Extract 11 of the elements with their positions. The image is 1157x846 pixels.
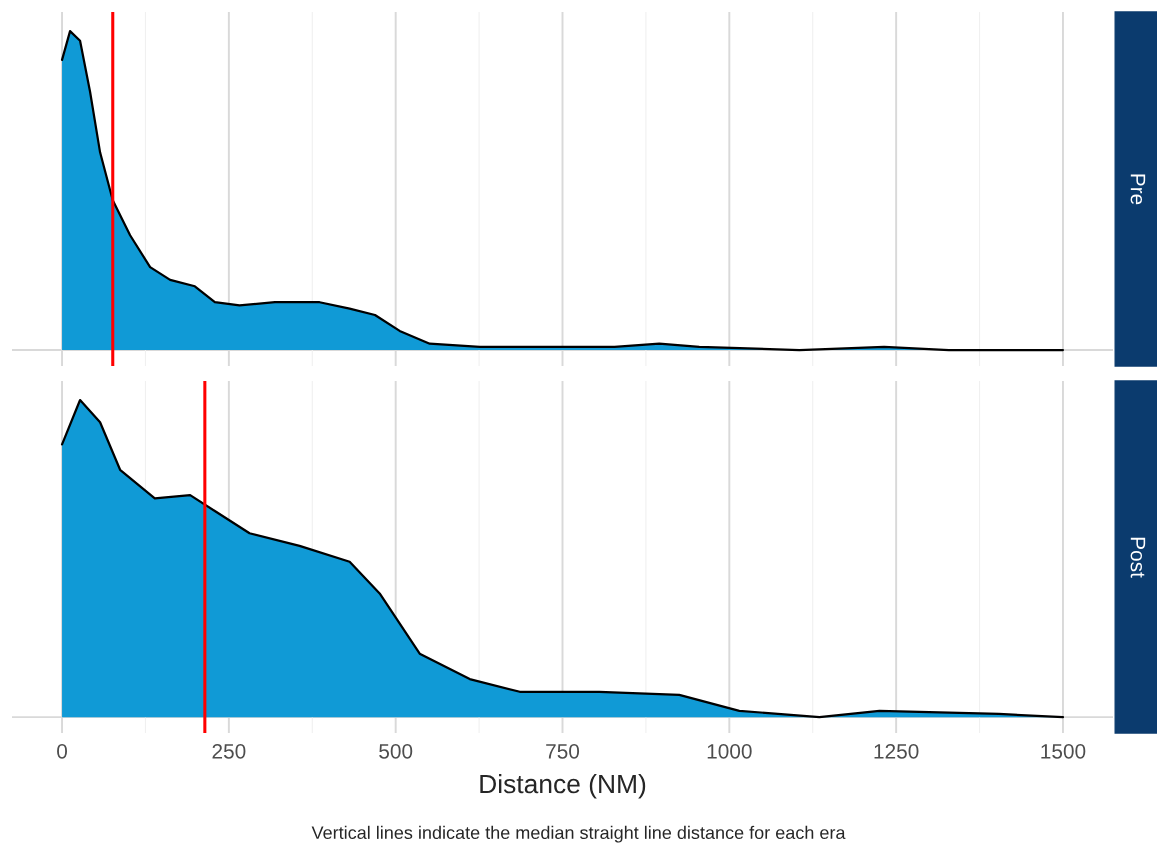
x-axis-title: Distance (NM)	[480, 773, 646, 799]
x-tick-label: 1500	[1041, 743, 1086, 759]
x-tick-label: 1250	[874, 743, 919, 759]
text: Post	[1130, 537, 1146, 578]
x-tick-label: 750	[546, 743, 580, 759]
text: Vertical lines indicate the median straight line distance for each era	[311, 825, 846, 843]
text: Pre	[1130, 174, 1146, 205]
x-tick-label: 250	[212, 743, 246, 759]
x-tick-label: 1000	[707, 743, 752, 759]
x-tick-label: 0	[57, 743, 68, 759]
x-tick-label: 500	[379, 743, 413, 759]
